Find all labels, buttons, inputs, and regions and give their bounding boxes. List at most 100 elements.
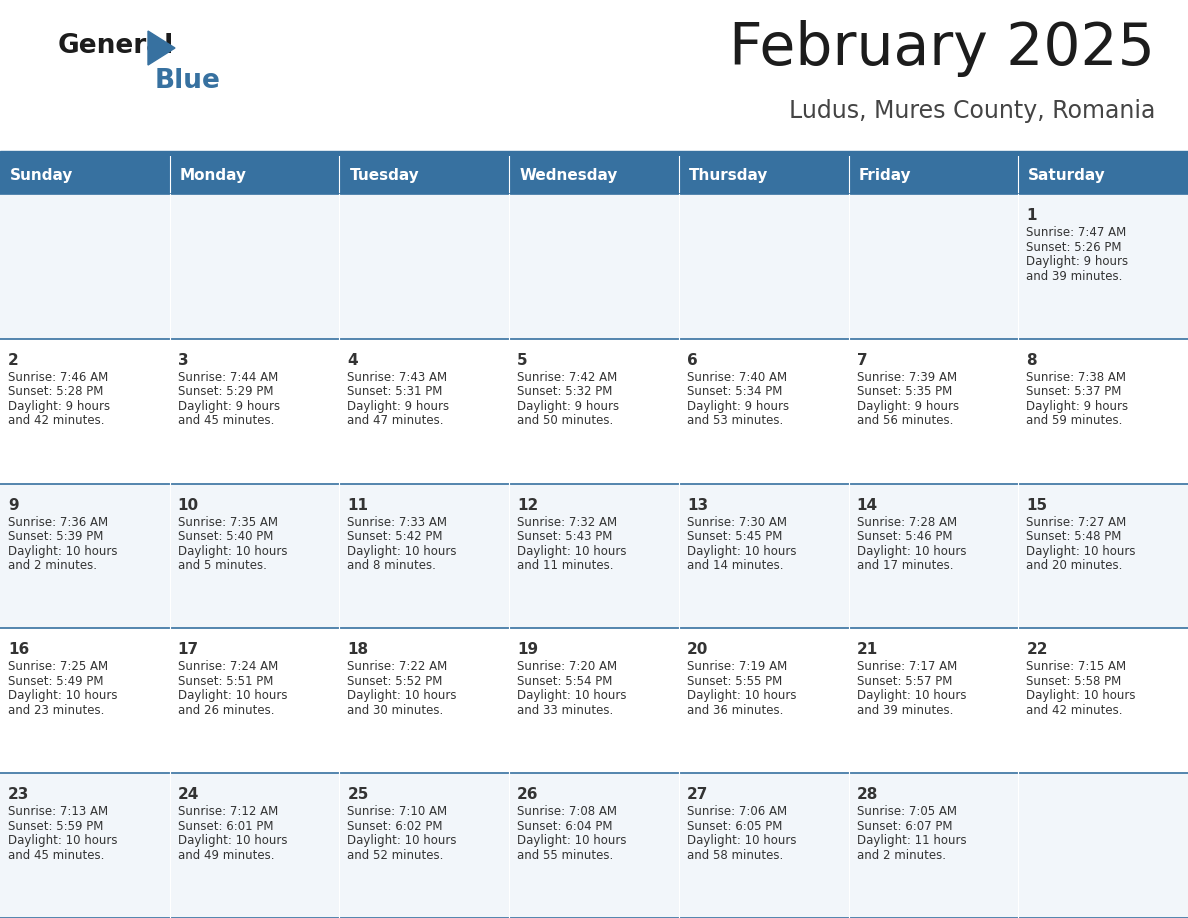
Text: and 17 minutes.: and 17 minutes. [857, 559, 953, 572]
Text: 4: 4 [347, 353, 358, 368]
Bar [0, 156, 170, 194]
Bar [510, 484, 678, 629]
Text: Sunrise: 7:46 AM: Sunrise: 7:46 AM [8, 371, 108, 384]
Text: Monday: Monday [179, 168, 247, 183]
Text: 11: 11 [347, 498, 368, 512]
Text: Daylight: 10 hours: Daylight: 10 hours [8, 834, 118, 847]
Text: and 56 minutes.: and 56 minutes. [857, 414, 953, 428]
Text: Daylight: 10 hours: Daylight: 10 hours [347, 689, 457, 702]
Text: Daylight: 9 hours: Daylight: 9 hours [1026, 255, 1129, 268]
Bar [848, 156, 1018, 194]
Text: and 42 minutes.: and 42 minutes. [1026, 704, 1123, 717]
Text: Sunrise: 7:19 AM: Sunrise: 7:19 AM [687, 660, 788, 674]
Bar [340, 194, 510, 339]
Text: Sunrise: 7:15 AM: Sunrise: 7:15 AM [1026, 660, 1126, 674]
Text: and 2 minutes.: and 2 minutes. [8, 559, 97, 572]
Text: Sunset: 5:59 PM: Sunset: 5:59 PM [8, 820, 103, 833]
Text: Daylight: 10 hours: Daylight: 10 hours [347, 834, 457, 847]
Text: Thursday: Thursday [689, 168, 769, 183]
Bar [848, 773, 1018, 918]
Text: Sunset: 5:39 PM: Sunset: 5:39 PM [8, 530, 103, 543]
Bar [848, 629, 1018, 773]
Text: and 42 minutes.: and 42 minutes. [8, 414, 105, 428]
Polygon shape [148, 31, 175, 65]
Bar [510, 156, 678, 194]
Text: 7: 7 [857, 353, 867, 368]
Bar [0, 629, 170, 773]
Text: Sunrise: 7:27 AM: Sunrise: 7:27 AM [1026, 516, 1126, 529]
Text: Daylight: 9 hours: Daylight: 9 hours [857, 400, 959, 413]
Text: 14: 14 [857, 498, 878, 512]
Text: Sunset: 6:02 PM: Sunset: 6:02 PM [347, 820, 443, 833]
Bar [678, 339, 848, 484]
Text: and 33 minutes.: and 33 minutes. [517, 704, 613, 717]
Text: and 14 minutes.: and 14 minutes. [687, 559, 783, 572]
Text: Sunrise: 7:32 AM: Sunrise: 7:32 AM [517, 516, 618, 529]
Text: and 11 minutes.: and 11 minutes. [517, 559, 614, 572]
Text: Daylight: 10 hours: Daylight: 10 hours [857, 689, 966, 702]
Text: Daylight: 10 hours: Daylight: 10 hours [687, 834, 796, 847]
Text: Sunset: 5:54 PM: Sunset: 5:54 PM [517, 675, 613, 688]
Text: Sunset: 5:55 PM: Sunset: 5:55 PM [687, 675, 782, 688]
Text: 18: 18 [347, 643, 368, 657]
Bar [510, 629, 678, 773]
Bar [678, 773, 848, 918]
Text: Sunrise: 7:39 AM: Sunrise: 7:39 AM [857, 371, 956, 384]
Text: Sunset: 5:37 PM: Sunset: 5:37 PM [1026, 386, 1121, 398]
Text: 12: 12 [517, 498, 538, 512]
Bar [1018, 484, 1188, 629]
Text: Daylight: 9 hours: Daylight: 9 hours [517, 400, 619, 413]
Text: Daylight: 10 hours: Daylight: 10 hours [1026, 544, 1136, 557]
Text: Daylight: 9 hours: Daylight: 9 hours [347, 400, 449, 413]
Text: Sunrise: 7:06 AM: Sunrise: 7:06 AM [687, 805, 786, 818]
Text: and 36 minutes.: and 36 minutes. [687, 704, 783, 717]
Text: Sunrise: 7:22 AM: Sunrise: 7:22 AM [347, 660, 448, 674]
Text: Daylight: 11 hours: Daylight: 11 hours [857, 834, 966, 847]
Text: Sunset: 6:04 PM: Sunset: 6:04 PM [517, 820, 613, 833]
Text: Sunrise: 7:36 AM: Sunrise: 7:36 AM [8, 516, 108, 529]
Text: and 39 minutes.: and 39 minutes. [1026, 270, 1123, 283]
Bar [0, 194, 170, 339]
Text: 22: 22 [1026, 643, 1048, 657]
Text: 3: 3 [178, 353, 189, 368]
Text: Sunrise: 7:40 AM: Sunrise: 7:40 AM [687, 371, 786, 384]
Text: Sunset: 5:26 PM: Sunset: 5:26 PM [1026, 241, 1121, 253]
Text: Saturday: Saturday [1029, 168, 1106, 183]
Bar [510, 194, 678, 339]
Text: Sunset: 5:52 PM: Sunset: 5:52 PM [347, 675, 443, 688]
Text: Sunrise: 7:20 AM: Sunrise: 7:20 AM [517, 660, 618, 674]
Text: Ludus, Mures County, Romania: Ludus, Mures County, Romania [789, 99, 1155, 123]
Bar [340, 156, 510, 194]
Text: General: General [58, 33, 175, 59]
Bar [848, 484, 1018, 629]
Text: Daylight: 10 hours: Daylight: 10 hours [517, 544, 626, 557]
Text: Sunset: 5:48 PM: Sunset: 5:48 PM [1026, 530, 1121, 543]
Bar [678, 156, 848, 194]
Bar [170, 484, 340, 629]
Bar [0, 151, 1188, 156]
Text: and 59 minutes.: and 59 minutes. [1026, 414, 1123, 428]
Text: and 52 minutes.: and 52 minutes. [347, 849, 444, 862]
Text: Daylight: 10 hours: Daylight: 10 hours [178, 834, 287, 847]
Text: Sunset: 5:40 PM: Sunset: 5:40 PM [178, 530, 273, 543]
Text: Daylight: 9 hours: Daylight: 9 hours [1026, 400, 1129, 413]
Text: Sunrise: 7:24 AM: Sunrise: 7:24 AM [178, 660, 278, 674]
Text: 10: 10 [178, 498, 198, 512]
Text: 23: 23 [8, 788, 30, 802]
Bar [848, 339, 1018, 484]
Text: Sunrise: 7:35 AM: Sunrise: 7:35 AM [178, 516, 278, 529]
Text: 17: 17 [178, 643, 198, 657]
Text: Daylight: 10 hours: Daylight: 10 hours [517, 834, 626, 847]
Text: 28: 28 [857, 788, 878, 802]
Bar [340, 629, 510, 773]
Text: 6: 6 [687, 353, 697, 368]
Text: and 50 minutes.: and 50 minutes. [517, 414, 613, 428]
Bar [170, 339, 340, 484]
Text: Sunday: Sunday [10, 168, 74, 183]
Text: Sunset: 5:49 PM: Sunset: 5:49 PM [8, 675, 103, 688]
Text: Sunrise: 7:08 AM: Sunrise: 7:08 AM [517, 805, 617, 818]
Bar [340, 339, 510, 484]
Bar [678, 484, 848, 629]
Text: Sunrise: 7:33 AM: Sunrise: 7:33 AM [347, 516, 448, 529]
Text: Sunset: 5:57 PM: Sunset: 5:57 PM [857, 675, 952, 688]
